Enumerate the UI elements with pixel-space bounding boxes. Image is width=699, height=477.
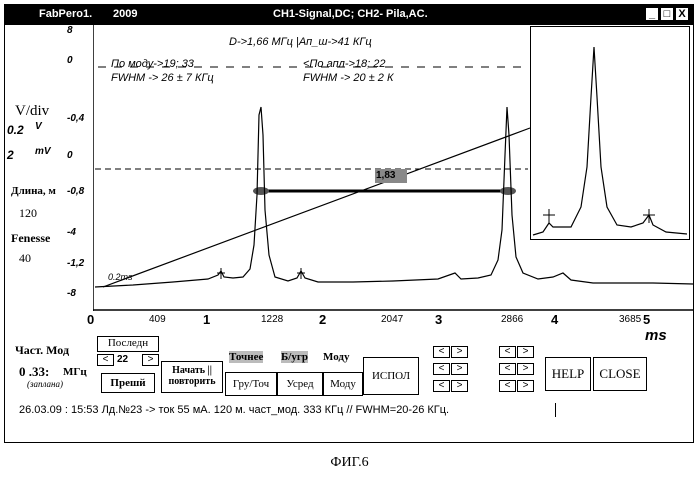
prev-index-button[interactable]: < [97, 354, 114, 366]
arrow-right-button[interactable]: > [517, 363, 534, 375]
arrow-left-button[interactable]: < [499, 346, 516, 358]
precise-label: Точнее [229, 351, 263, 363]
inset-trace [533, 47, 687, 235]
y-tick: 0 [67, 150, 73, 161]
help-button[interactable]: HELP [545, 357, 591, 391]
arrow-left-button[interactable]: < [433, 363, 450, 375]
y-tick: -8 [67, 288, 76, 299]
right-peaks-readout: <По апл->18; 22 [303, 58, 386, 70]
x-major-tick: 4 [551, 312, 558, 327]
freq-note: (заплана) [27, 379, 63, 389]
vdiv-ch1-unit: V [35, 121, 42, 132]
arrow-left-button[interactable]: < [433, 346, 450, 358]
maximize-icon[interactable]: □ [660, 7, 674, 21]
x-minor-tick: 409 [149, 314, 166, 325]
y-tick: 8 [67, 25, 73, 36]
mode-button[interactable]: Моду [323, 372, 363, 396]
arrow-right-button[interactable]: > [517, 380, 534, 392]
y-tick: -1,2 [67, 258, 84, 269]
length-label: Длина, м [11, 185, 56, 197]
finesse-label: Fenesse [11, 231, 50, 246]
finesse-value: 40 [19, 251, 31, 266]
last-button[interactable]: Последн [97, 336, 159, 352]
y-tick: -4 [67, 227, 76, 238]
vdiv-ch2-unit: mV [35, 146, 51, 157]
close-icon[interactable]: X [675, 7, 689, 21]
status-line: 26.03.09 : 15:53 Лд.№23 -> ток 55 мА. 12… [19, 404, 449, 416]
length-value: 120 [19, 206, 37, 221]
arrow-left-button[interactable]: < [499, 380, 516, 392]
vdiv-ch1-value: 0.2 [7, 123, 24, 137]
time-scale-label: 0.2ms [108, 272, 133, 282]
coarse-fine-button[interactable]: Гру/Точ [225, 372, 277, 396]
arrow-right-button[interactable]: > [451, 363, 468, 375]
marker-value: 1,83 [376, 170, 395, 181]
y-tick: -0,4 [67, 113, 84, 124]
app-window: FabPero1. 2009 CH1-Signal,DC; CH2- Pila,… [4, 4, 694, 443]
arrow-right-button[interactable]: > [451, 346, 468, 358]
x-major-tick: 3 [435, 312, 442, 327]
arrow-right-button[interactable]: > [451, 380, 468, 392]
left-fwhm-readout: FWHM -> 26 ± 7 КГц [111, 72, 214, 84]
x-axis-unit: ms [645, 327, 667, 344]
exec-button[interactable]: ИСПОЛ [363, 357, 419, 395]
app-title: FabPero1. [39, 8, 92, 20]
index-value: 22 [117, 354, 128, 365]
x-minor-tick: 3685 [619, 314, 641, 325]
freq-value: 0 .33: [19, 364, 49, 380]
x-minor-tick: 2866 [501, 314, 523, 325]
freq-unit: МГц [63, 366, 87, 378]
x-minor-tick: 2047 [381, 314, 403, 325]
figure-caption: ФИГ.6 [0, 455, 699, 471]
x-major-tick: 2 [319, 312, 326, 327]
close-button[interactable]: CLOSE [593, 357, 647, 391]
vdiv-ch2-value: 2 [7, 148, 14, 162]
bwr-label: Б/угр [281, 351, 308, 363]
arrow-left-button[interactable]: < [433, 380, 450, 392]
minimize-icon[interactable]: _ [645, 7, 659, 21]
text-cursor [555, 403, 556, 417]
arrow-right-button[interactable]: > [517, 346, 534, 358]
x-minor-tick: 1228 [261, 314, 283, 325]
mode-label: Моду [323, 351, 350, 363]
left-peaks-readout: По моду->19; 33 [111, 58, 194, 70]
restart-button[interactable]: Начать || повторить [161, 361, 223, 393]
x-major-tick: 1 [203, 312, 210, 327]
right-fwhm-readout: FWHM -> 20 ± 2 К [303, 72, 393, 84]
zoom-inset [530, 26, 690, 240]
y-tick: 0 [67, 55, 73, 66]
app-year: 2009 [113, 8, 137, 20]
prev-button[interactable]: Прешй [101, 373, 155, 393]
arrow-left-button[interactable]: < [499, 363, 516, 375]
title-bar: FabPero1. 2009 CH1-Signal,DC; CH2- Pila,… [5, 5, 693, 25]
y-tick: -0,8 [67, 186, 84, 197]
measure-readout: D->1,66 МГц |Ап_ш->41 КГц [229, 36, 372, 48]
vdiv-label: V/div [15, 103, 49, 120]
x-major-tick: 5 [643, 312, 650, 327]
average-button[interactable]: Усред [277, 372, 323, 396]
next-index-button[interactable]: > [142, 354, 159, 366]
channel-info: CH1-Signal,DC; CH2- Pila,AC. [273, 8, 428, 20]
freq-label: Част. Мод [15, 343, 69, 358]
x-major-tick: 0 [87, 312, 94, 327]
